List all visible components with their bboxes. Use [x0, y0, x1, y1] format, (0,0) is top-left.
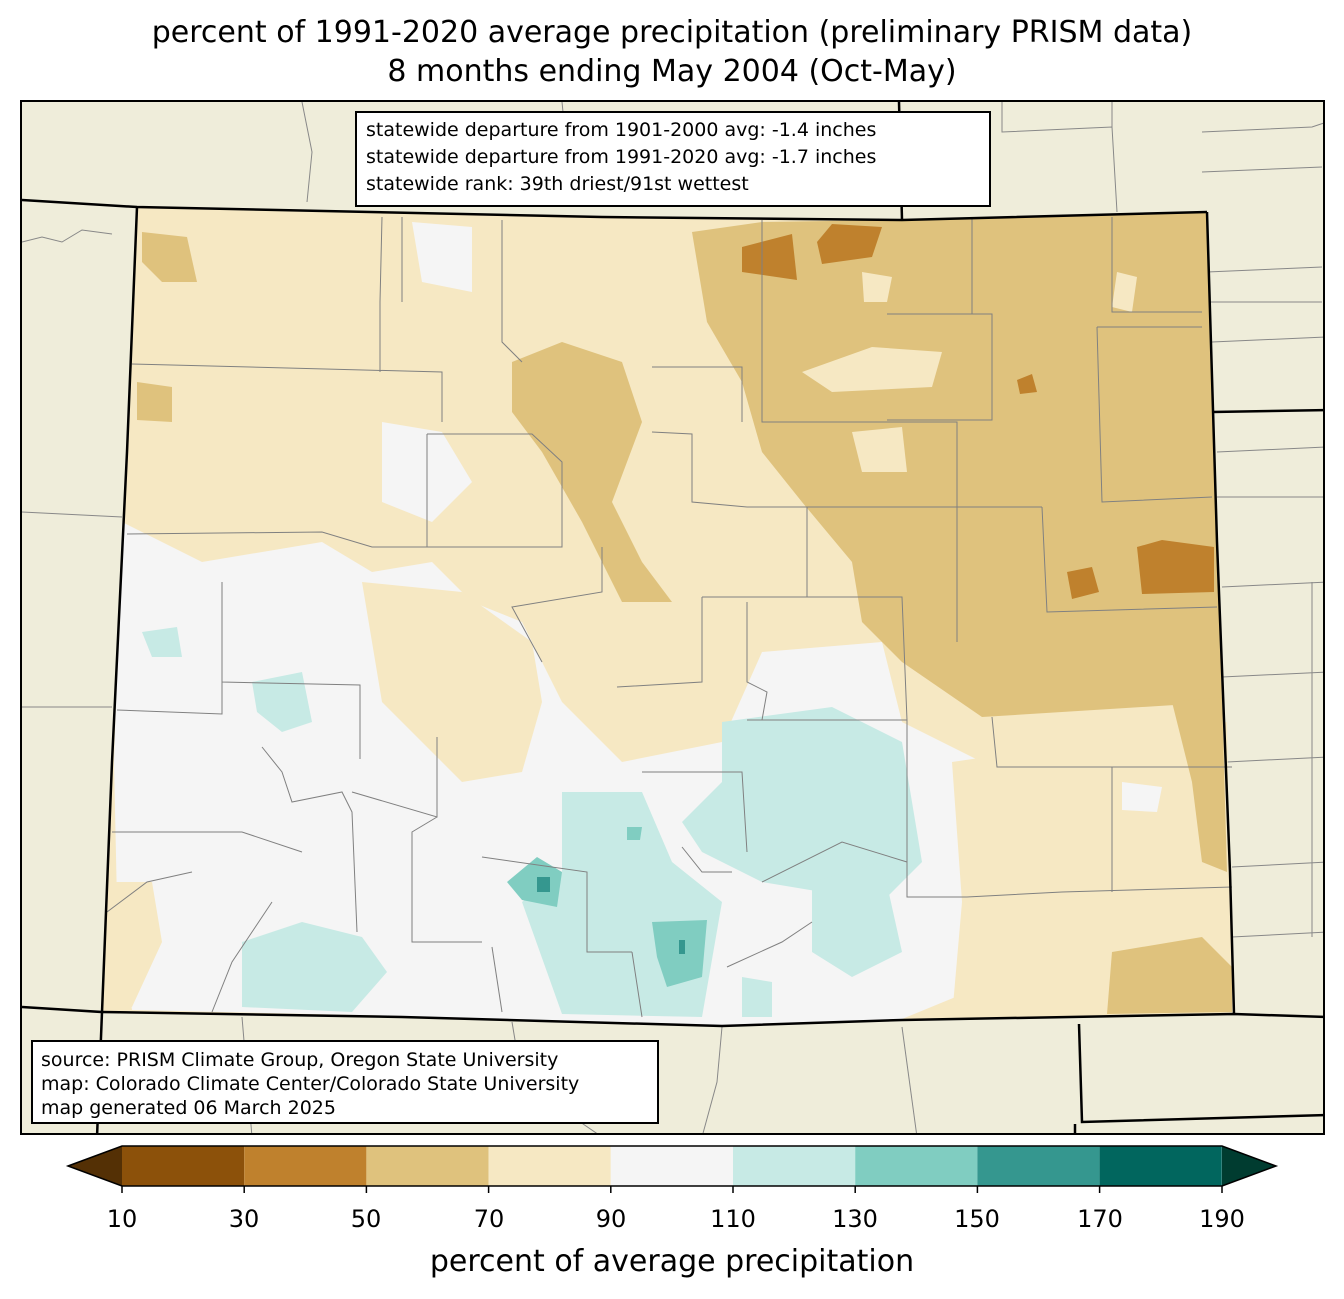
state-borders: [22, 102, 1323, 1133]
region-dry-southeast-edge: [1172, 697, 1227, 872]
colorbar-segment-150-170: [977, 1146, 1100, 1186]
colorbar-tick-label: 50: [350, 1205, 382, 1233]
colorbar-tick-label: 30: [228, 1205, 260, 1233]
colorbar-tick-label: 130: [832, 1205, 878, 1233]
region-lighter-plains-patches: [802, 272, 1162, 812]
region-dry-south-edge: [1107, 937, 1232, 1014]
colorbar-tick-label: 170: [1077, 1205, 1123, 1233]
colorbar-segment-50-70: [366, 1146, 489, 1186]
statewide-rank: statewide rank: 39th driest/91st wettest: [366, 173, 749, 195]
colorbar-ticks: [121, 1186, 1223, 1193]
source-box: source: PRISM Climate Group, Oregon Stat…: [31, 1040, 659, 1124]
county-lines: [106, 216, 1233, 1018]
source-line: source: PRISM Climate Group, Oregon Stat…: [41, 1049, 559, 1071]
colorbar-segment-130-150: [855, 1146, 978, 1186]
colorbar-tick-label: 90: [595, 1205, 627, 1233]
generated-date-line: map generated 06 March 2025: [41, 1097, 336, 1119]
region-near-normal-north: [412, 222, 472, 292]
region-dry-central: [362, 582, 542, 782]
precipitation-map: [20, 100, 1325, 1135]
map-title-line2: 8 months ending May 2004 (Oct-May): [387, 54, 957, 89]
colorbar-tick-label: 70: [473, 1205, 505, 1233]
colorbar-segment-70-90: [488, 1146, 611, 1186]
map-credit-line: map: Colorado Climate Center/Colorado St…: [41, 1073, 580, 1095]
statewide-stats-box: statewide departure from 1901-2000 avg: …: [355, 111, 991, 207]
colorbar-under-arrow: [68, 1146, 122, 1186]
colorbar-segment-30-50: [244, 1146, 367, 1186]
colorbar: [65, 1145, 1279, 1193]
colorbar-tick-label: 190: [1199, 1205, 1245, 1233]
departure-1901-2000: statewide departure from 1901-2000 avg: …: [366, 119, 877, 141]
region-near-normal-southwest: [114, 522, 992, 1025]
region-dry-northwest: [142, 232, 197, 282]
region-dry-southeast: [952, 722, 1232, 1017]
colorbar-segment-110-130: [733, 1146, 856, 1186]
map-title-line1: percent of 1991-2020 average precipitati…: [151, 15, 1193, 50]
neighbor-county-lines: [22, 102, 1323, 1133]
colorbar-tick-label: 10: [106, 1205, 138, 1233]
map-canvas: [22, 102, 1323, 1133]
colorbar-over-arrow: [1222, 1146, 1276, 1186]
colorbar-segment-170-190: [1099, 1146, 1222, 1186]
region-extremely-wet-patches: [537, 877, 685, 954]
colorbar-title: percent of average precipitation: [429, 1244, 915, 1279]
region-dry-front-range: [512, 342, 672, 602]
colorbar-tick-label: 110: [710, 1205, 756, 1233]
colorbar-segment-10-30: [122, 1146, 245, 1186]
region-dry-west: [137, 382, 172, 422]
departure-1991-2020: statewide departure from 1991-2020 avg: …: [366, 146, 877, 168]
colorbar-segment-90-110: [610, 1146, 733, 1186]
region-very-dry-patches: [742, 224, 1214, 599]
region-dry-southwest-corner: [102, 882, 162, 1007]
colorbar-tick-label: 150: [954, 1205, 1000, 1233]
